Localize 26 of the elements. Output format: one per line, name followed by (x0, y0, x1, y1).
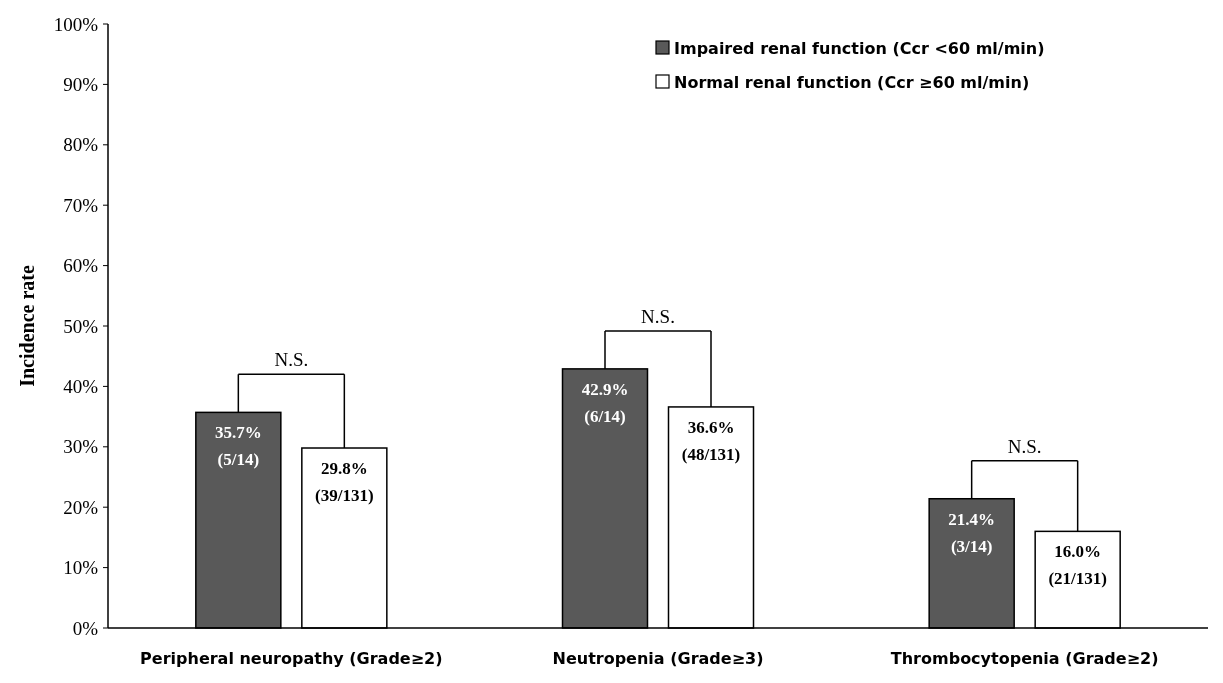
legend-label: Normal renal function (Ccr ≥60 ml/min) (674, 72, 1030, 92)
x-tick-label: Peripheral neuropathy (Grade≥2) (140, 649, 443, 668)
annotation: N.S. (641, 305, 675, 327)
y-tick-label: 30% (63, 436, 99, 458)
y-tick-label: 70% (63, 194, 99, 216)
data-label: 35.7% (5/14) (214, 423, 262, 470)
data-label: 21.4% (3/14) (948, 509, 996, 556)
x-tick-label: Neutropenia (Grade≥3) (552, 649, 764, 668)
y-tick-label: 80% (63, 134, 99, 156)
y-axis-title: Incidence rate (16, 265, 38, 387)
y-tick-label: 90% (63, 74, 99, 96)
data-label: 29.8% (39/131) (315, 459, 374, 506)
x-tick-label: Thrombocytopenia (Grade≥2) (890, 649, 1159, 668)
data-label: 16.0% (21/131) (1048, 542, 1107, 589)
y-tick-label: 40% (63, 376, 99, 398)
annotation: N.S. (1007, 435, 1042, 457)
y-tick-label: 60% (63, 255, 99, 277)
y-tick-label: 20% (63, 496, 99, 518)
data-label: 36.6% (48/131) (681, 417, 741, 464)
y-tick-label: 50% (63, 315, 99, 337)
data-label: 42.9% (6/14) (581, 379, 629, 426)
y-tick-label: 0% (72, 617, 99, 639)
annotation: N.S. (274, 349, 309, 371)
y-tick-label: 10% (63, 557, 99, 579)
y-tick-label: 100% (53, 13, 99, 35)
legend-label: Impaired renal function (Ccr <60 ml/min) (674, 38, 1045, 58)
